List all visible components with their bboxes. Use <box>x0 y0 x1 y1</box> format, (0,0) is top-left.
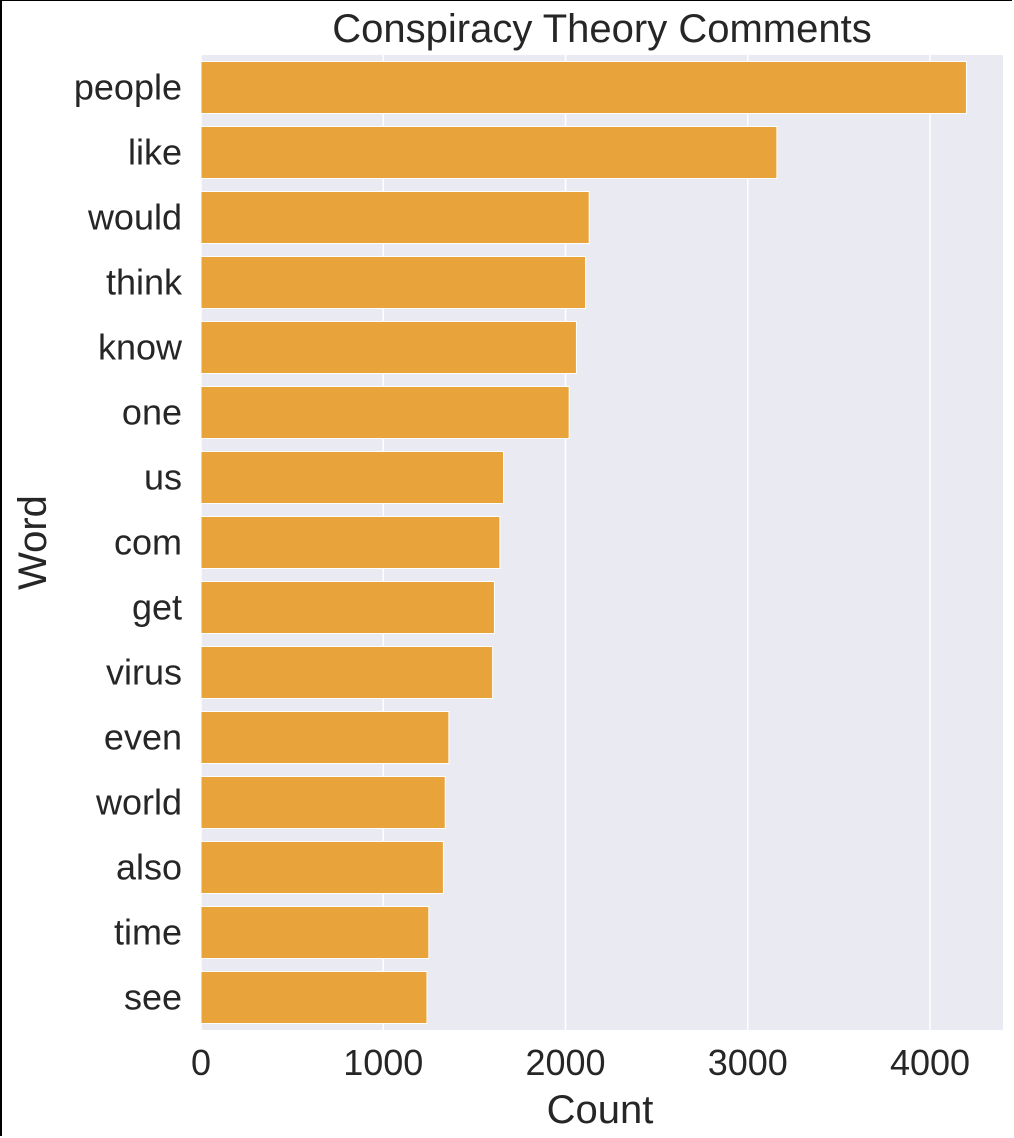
y-tick-label: us <box>144 457 182 498</box>
x-tick-labels: 0 1000 2000 3000 4000 <box>191 1042 970 1083</box>
bar-get <box>200 581 495 634</box>
bars <box>200 61 967 1024</box>
x-axis-label: Count <box>547 1088 654 1132</box>
bar-people <box>200 61 967 114</box>
y-tick-label: world <box>95 782 182 823</box>
bar-virus <box>200 646 494 699</box>
y-tick-label: even <box>104 717 182 758</box>
chart-title: Conspiracy Theory Comments <box>332 7 871 51</box>
bar-one <box>200 386 570 439</box>
bar-us <box>200 451 505 504</box>
x-tick-label: 2000 <box>525 1042 605 1083</box>
x-tick-label: 1000 <box>343 1042 423 1083</box>
x-tick-label: 4000 <box>890 1042 970 1083</box>
y-tick-label: get <box>132 587 182 628</box>
bar-even <box>200 711 450 764</box>
y-axis-label: Word <box>11 495 55 590</box>
bar-like <box>200 126 778 179</box>
y-tick-label: one <box>122 392 182 433</box>
y-tick-label: see <box>124 977 182 1018</box>
x-tick-label: 0 <box>191 1042 211 1083</box>
bar-world <box>200 776 446 829</box>
y-tick-label: virus <box>106 652 182 693</box>
y-tick-label: time <box>114 912 182 953</box>
bar-also <box>200 841 444 894</box>
bar-see <box>200 971 428 1024</box>
bar-time <box>200 906 430 959</box>
y-tick-label: people <box>74 67 182 108</box>
bar-com <box>200 516 501 569</box>
y-tick-label: com <box>114 522 182 563</box>
y-tick-label: like <box>128 132 182 173</box>
y-tick-label: would <box>87 197 182 238</box>
y-tick-label: think <box>106 262 183 303</box>
bar-would <box>200 191 590 244</box>
y-tick-label: also <box>116 847 182 888</box>
y-tick-labels: people like would think know one us com get virus… <box>74 67 183 1018</box>
y-tick-label: know <box>98 327 183 368</box>
x-tick-label: 3000 <box>708 1042 788 1083</box>
bar-think <box>200 256 587 309</box>
bar-know <box>200 321 577 374</box>
